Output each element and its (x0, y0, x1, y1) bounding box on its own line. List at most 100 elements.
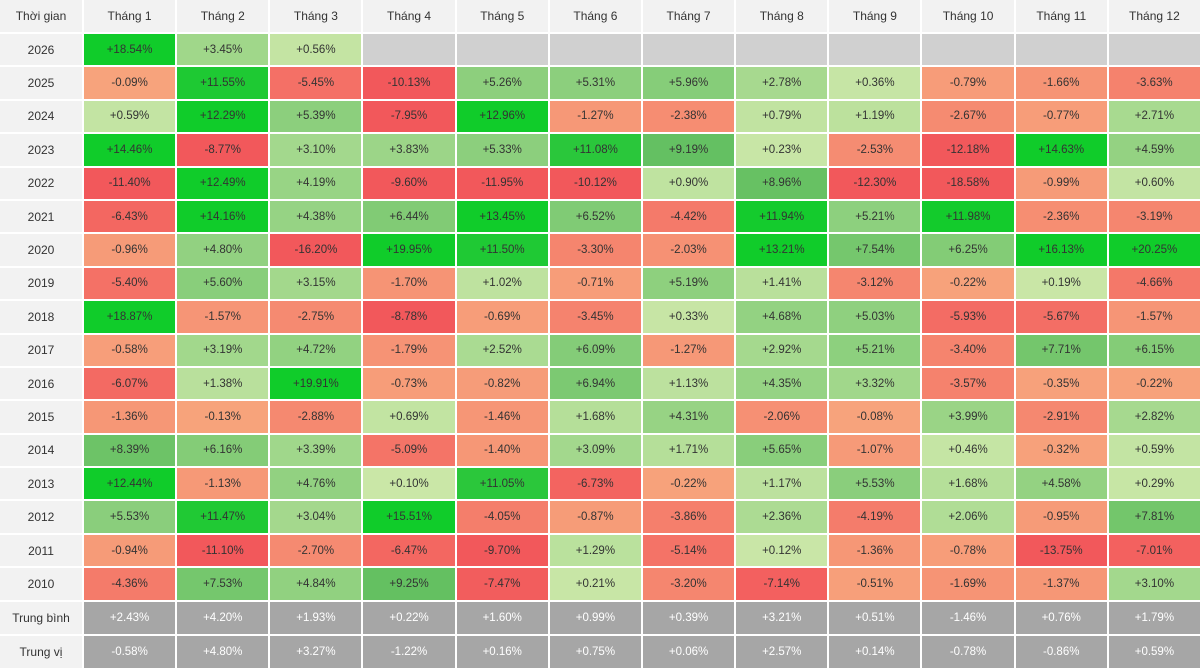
heatmap-cell: -1.69% (922, 568, 1014, 600)
heatmap-cell: -1.66% (1015, 67, 1107, 99)
heatmap-cell: -1.07% (829, 434, 921, 467)
heatmap-cell (642, 34, 735, 66)
heatmap-cell: -12.30% (829, 167, 921, 199)
heatmap-cell: +5.03% (829, 301, 921, 333)
column-header-month-9: Tháng 9 (829, 0, 921, 32)
heatmap-cell: +5.60% (177, 267, 269, 300)
heatmap-cell: -18.58% (922, 167, 1014, 199)
heatmap-cell: -7.14% (736, 568, 828, 600)
heatmap-cell: +11.08% (549, 134, 641, 166)
heatmap-cell: +5.21% (829, 200, 921, 233)
heatmap-cell: -13.75% (1015, 534, 1107, 567)
heatmap-cell: +5.96% (642, 67, 735, 99)
heatmap-cell: +19.91% (270, 367, 362, 400)
row-label-year: 2014 (0, 434, 82, 467)
heatmap-cell: +1.19% (829, 100, 921, 133)
heatmap-cell: +11.55% (177, 67, 269, 99)
heatmap-cell: +2.71% (1108, 100, 1200, 133)
column-header-month-4: Tháng 4 (363, 0, 455, 32)
heatmap-cell: -0.22% (922, 267, 1014, 300)
heatmap-cell (363, 34, 455, 66)
heatmap-cell: +3.32% (829, 367, 921, 400)
summary-cell: +3.21% (736, 601, 828, 634)
heatmap-cell: +3.10% (270, 134, 362, 166)
column-header-month-6: Tháng 6 (549, 0, 641, 32)
summary-cell: +0.76% (1015, 601, 1107, 634)
heatmap-cell: -1.27% (549, 100, 641, 133)
heatmap-cell: -12.18% (922, 134, 1014, 166)
heatmap-cell: -9.70% (456, 534, 548, 567)
heatmap-cell: +6.44% (363, 200, 455, 233)
heatmap-cell: -0.95% (1015, 501, 1107, 533)
row-label-year: 2026 (0, 34, 82, 66)
heatmap-cell: +2.52% (456, 334, 548, 366)
heatmap-cell: +6.16% (177, 434, 269, 467)
heatmap-cell: -6.47% (363, 534, 455, 567)
heatmap-cell: +11.50% (456, 234, 548, 266)
heatmap-cell: -0.22% (642, 468, 735, 500)
heatmap-cell: -0.09% (84, 67, 176, 99)
heatmap-cell (1108, 34, 1200, 66)
heatmap-cell: -0.99% (1015, 167, 1107, 199)
heatmap-cell: +11.94% (736, 200, 828, 233)
heatmap-cell: -5.45% (270, 67, 362, 99)
heatmap-cell: -3.57% (922, 367, 1014, 400)
column-header-month-8: Tháng 8 (736, 0, 828, 32)
heatmap-cell: -0.82% (456, 367, 548, 400)
heatmap-cell (829, 34, 921, 66)
heatmap-cell: +1.41% (736, 267, 828, 300)
summary-cell: +2.43% (84, 601, 176, 634)
heatmap-cell (456, 34, 548, 66)
heatmap-cell: +5.65% (736, 434, 828, 467)
row-label-year: 2022 (0, 167, 82, 199)
heatmap-cell: -0.79% (922, 67, 1014, 99)
heatmap-cell: +4.19% (270, 167, 362, 199)
heatmap-cell: +0.56% (270, 34, 362, 66)
row-label-year: 2024 (0, 100, 82, 133)
heatmap-cell: -11.10% (177, 534, 269, 567)
heatmap-cell: +1.68% (549, 401, 641, 433)
heatmap-cell: +5.21% (829, 334, 921, 366)
heatmap-cell: +3.09% (549, 434, 641, 467)
heatmap-cell: +7.54% (829, 234, 921, 266)
summary-cell: -0.86% (1015, 635, 1107, 668)
heatmap-cell: +1.17% (736, 468, 828, 500)
heatmap-cell: +3.99% (922, 401, 1014, 433)
row-label-year: 2011 (0, 534, 82, 567)
heatmap-cell: -2.88% (270, 401, 362, 433)
heatmap-cell: -10.13% (363, 67, 455, 99)
heatmap-cell: +2.92% (736, 334, 828, 366)
column-header-month-5: Tháng 5 (456, 0, 548, 32)
heatmap-cell: +20.25% (1108, 234, 1200, 266)
heatmap-cell: -8.78% (363, 301, 455, 333)
heatmap-cell: -7.01% (1108, 534, 1200, 567)
summary-cell: +0.06% (642, 635, 735, 668)
heatmap-cell: +3.15% (270, 267, 362, 300)
heatmap-cell: -0.08% (829, 401, 921, 433)
heatmap-cell: +4.38% (270, 200, 362, 233)
heatmap-cell: -2.06% (736, 401, 828, 433)
heatmap-cell: -3.19% (1108, 200, 1200, 233)
row-label-year: 2010 (0, 568, 82, 600)
heatmap-cell: +4.76% (270, 468, 362, 500)
heatmap-cell: +0.59% (1108, 434, 1200, 467)
heatmap-cell: -6.07% (84, 367, 176, 400)
heatmap-cell: +12.96% (456, 100, 548, 133)
heatmap-cell: -3.30% (549, 234, 641, 266)
summary-cell: +0.14% (829, 635, 921, 668)
heatmap-cell: -2.91% (1015, 401, 1107, 433)
column-header-month-3: Tháng 3 (270, 0, 362, 32)
heatmap-cell: +0.23% (736, 134, 828, 166)
column-header-month-11: Tháng 11 (1015, 0, 1107, 32)
heatmap-cell: +1.68% (922, 468, 1014, 500)
summary-cell: +1.79% (1108, 601, 1200, 634)
heatmap-cell: -5.93% (922, 301, 1014, 333)
heatmap-cell: -5.14% (642, 534, 735, 567)
row-label-year: 2025 (0, 67, 82, 99)
heatmap-cell: -2.67% (922, 100, 1014, 133)
corner-header: Thời gian (0, 0, 82, 32)
heatmap-cell: +0.36% (829, 67, 921, 99)
heatmap-cell: +12.44% (84, 468, 176, 500)
heatmap-cell: -11.95% (456, 167, 548, 199)
